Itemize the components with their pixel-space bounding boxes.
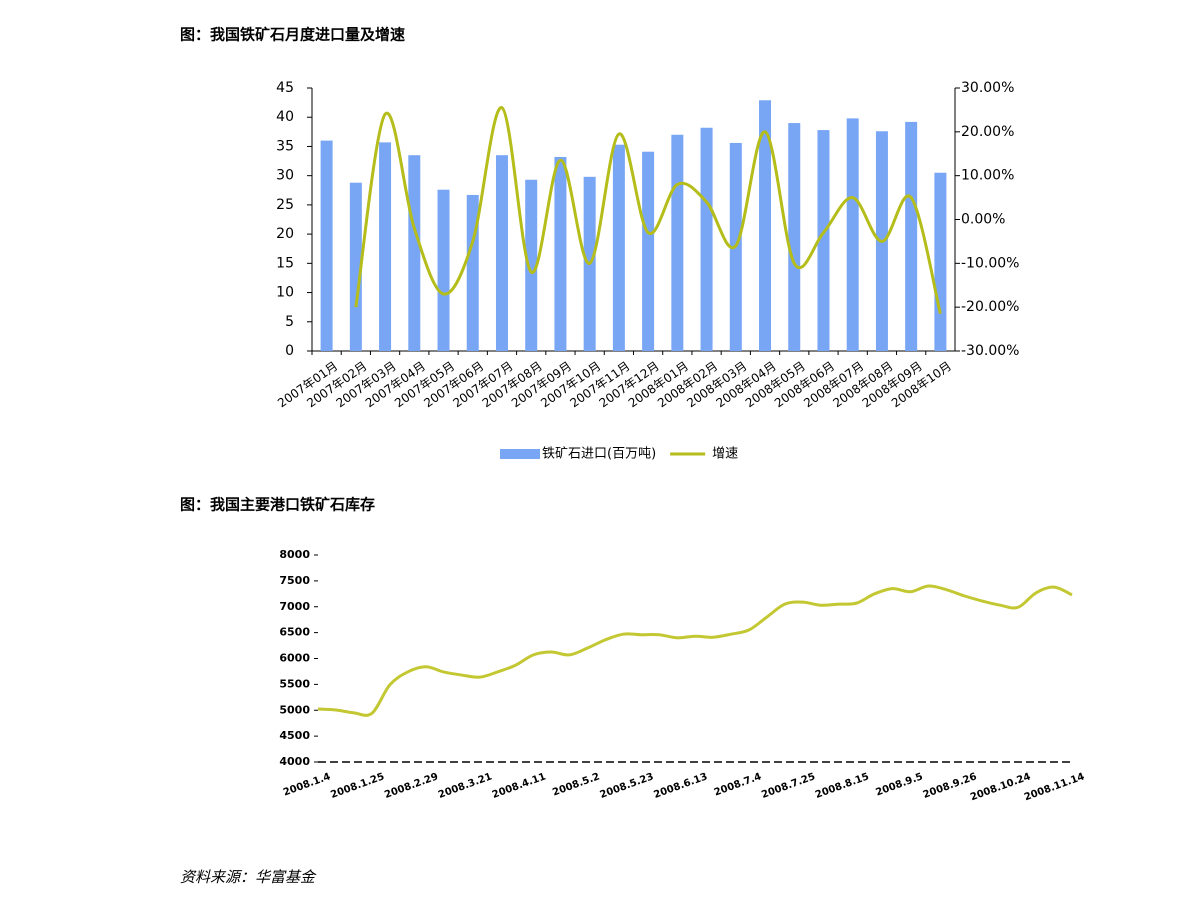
bar	[846, 118, 859, 351]
y-tick-label: 4500	[279, 729, 310, 742]
y-tick-label: 25	[276, 197, 294, 213]
x-tick-label: 2008.6.13	[652, 771, 709, 801]
y-tick-label: 5500	[279, 677, 310, 690]
legend-swatch	[500, 449, 540, 459]
y-tick-label: 10	[276, 285, 294, 301]
source-note: 资料来源：华富基金	[180, 868, 317, 886]
y-tick-label: 40	[276, 109, 294, 125]
x-tick-label: 2008.1.4	[282, 771, 332, 798]
y-tick-label: 35	[276, 138, 294, 154]
bar	[612, 144, 625, 351]
data-line	[354, 106, 942, 315]
x-tick-label: 2008.1.25	[329, 771, 386, 801]
y2-tick-label: 0.00%	[961, 212, 1005, 228]
y-tick-label: 45	[276, 80, 294, 96]
bar	[934, 172, 947, 351]
y-tick-label: 7000	[279, 600, 310, 613]
y-tick-label: 5000	[279, 703, 310, 716]
bar	[817, 130, 830, 351]
x-tick-label: 2008.7.25	[760, 771, 817, 801]
bar	[642, 151, 655, 351]
y-tick-label: 8000	[279, 548, 310, 561]
y2-tick-label: -20.00%	[961, 299, 1019, 315]
y-tick-label: 30	[276, 168, 294, 184]
bar	[554, 156, 567, 351]
chart-title: 图：我国主要港口铁矿石库存	[180, 496, 375, 514]
bar	[408, 155, 421, 351]
bar	[525, 179, 538, 351]
x-tick-label: 2008.8.15	[814, 771, 871, 801]
x-tick-label: 2008.11.14	[1023, 771, 1086, 803]
y-tick-label: 15	[276, 255, 294, 271]
y-tick-label: 6500	[279, 626, 310, 639]
y-tick-label: 5	[285, 314, 294, 330]
bar	[671, 134, 684, 351]
x-tick-label: 2008.5.2	[551, 771, 601, 798]
bar	[905, 121, 918, 351]
bar	[495, 155, 508, 351]
bar	[379, 142, 392, 351]
x-tick-label: 2008.10.24	[969, 771, 1032, 803]
bar	[700, 127, 713, 352]
bar	[320, 140, 333, 351]
y2-tick-label: 20.00%	[961, 124, 1014, 140]
y-tick-label: 7500	[279, 574, 310, 587]
x-tick-label: 2008.4.11	[491, 771, 548, 801]
bar	[759, 100, 772, 351]
y-tick-label: 20	[276, 226, 294, 242]
bar	[349, 182, 362, 351]
y2-tick-label: -30.00%	[961, 343, 1019, 359]
y-tick-label: 4000	[279, 755, 310, 768]
bar	[437, 189, 450, 351]
data-line	[317, 584, 1073, 717]
y2-tick-label: -10.00%	[961, 255, 1019, 271]
y-tick-label: 0	[285, 343, 294, 359]
legend-label: 铁矿石进口(百万吨)	[542, 447, 656, 462]
x-tick-label: 2008.5.23	[599, 771, 656, 801]
x-tick-label: 2008.9.5	[874, 771, 924, 798]
y2-tick-label: 30.00%	[961, 80, 1014, 96]
bar	[788, 123, 801, 351]
chart-title: 图：我国铁矿石月度进口量及增速	[180, 26, 405, 44]
legend-label: 增速	[712, 447, 738, 462]
y2-tick-label: 10.00%	[961, 168, 1014, 184]
x-tick-label: 2008.3.21	[437, 771, 494, 801]
y-tick-label: 6000	[279, 652, 310, 665]
x-tick-label: 2008.7.4	[713, 771, 763, 798]
x-tick-label: 2008.2.29	[383, 771, 440, 801]
